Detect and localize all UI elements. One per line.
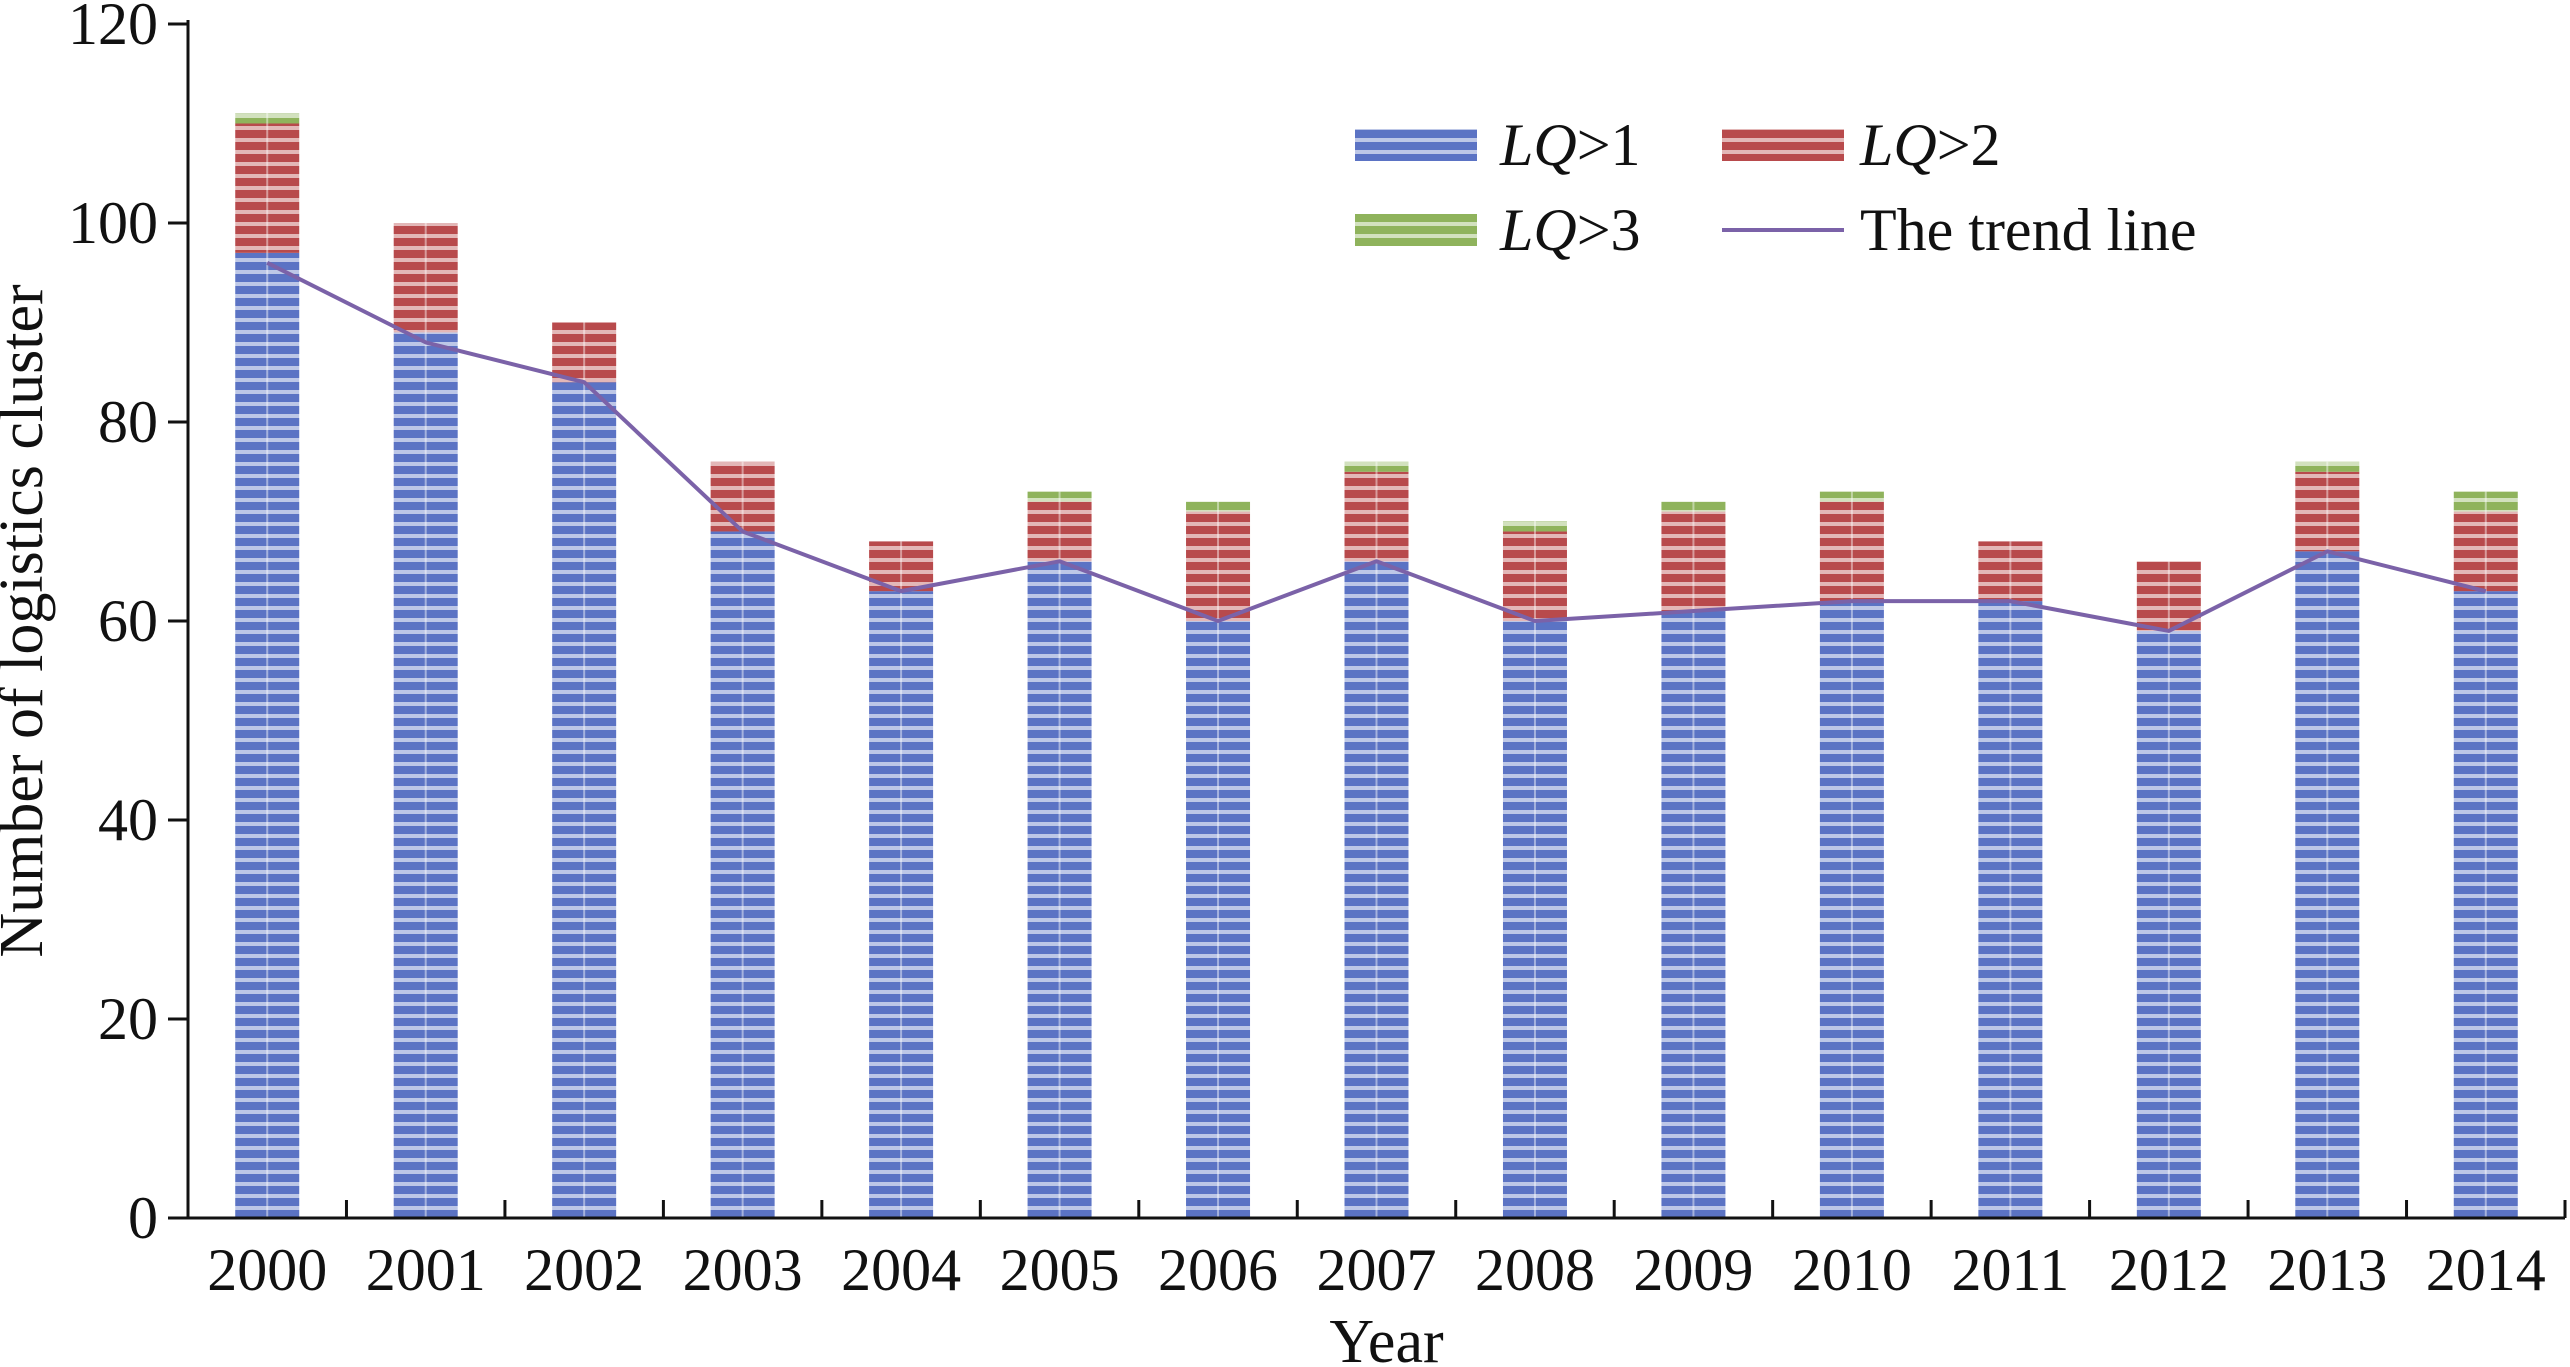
legend-label-series-2: LQ>2 — [1859, 112, 2001, 178]
bar-2014-series-3 — [2453, 491, 2518, 512]
trend-line — [266, 261, 2487, 633]
legend-label-series-3: LQ>3 — [1499, 197, 1641, 263]
bar-2011-series-2 — [1978, 541, 2043, 602]
x-tick-label-2008: 2008 — [1475, 1237, 1595, 1303]
y-tick-label-60: 60 — [98, 588, 158, 654]
x-tick-label-2010: 2010 — [1792, 1237, 1912, 1303]
trend-line-layer — [266, 261, 2487, 633]
x-tick-label-2006: 2006 — [1158, 1237, 1278, 1303]
bar-2006-series-3 — [1186, 501, 1251, 512]
legend-swatch-series-3 — [1355, 214, 1477, 246]
bar-2003-series-1 — [710, 531, 775, 1218]
bar-2013-series-2 — [2295, 471, 2360, 552]
x-tick-label-2002: 2002 — [524, 1237, 644, 1303]
x-tick-label-2000: 2000 — [207, 1237, 327, 1303]
y-tick-label-100: 100 — [68, 190, 158, 256]
legend: LQ>1 LQ>2 LQ>3 The trend line — [1355, 112, 2197, 263]
x-tick-label-2012: 2012 — [2109, 1237, 2229, 1303]
bar-2014-series-2 — [2453, 511, 2518, 592]
bar-2001-series-2 — [393, 223, 458, 333]
y-tick-label-120: 120 — [68, 0, 158, 57]
bar-2005-series-2 — [1027, 501, 1092, 562]
bar-2010-series-3 — [1819, 491, 1884, 502]
bar-2003-series-2 — [710, 461, 775, 532]
x-axis-title: Year — [1329, 1308, 1444, 1367]
bar-2000-series-2 — [235, 123, 300, 253]
x-tick-label-2004: 2004 — [841, 1237, 961, 1303]
bar-2008-series-2 — [1502, 531, 1567, 621]
bar-2009-series-2 — [1661, 511, 1726, 612]
y-tick-label-40: 40 — [98, 787, 158, 853]
bar-2007-series-2 — [1344, 471, 1409, 562]
bar-2011-series-1 — [1978, 601, 2043, 1218]
y-tick-label-80: 80 — [98, 389, 158, 455]
x-tick-label-2007: 2007 — [1317, 1237, 1437, 1303]
bar-2012-series-1 — [2136, 630, 2201, 1218]
legend-label-series-1: LQ>1 — [1499, 112, 1641, 178]
bar-2013-series-3 — [2295, 461, 2360, 472]
legend-swatch-series-1 — [1355, 129, 1477, 161]
x-tick-label-2001: 2001 — [366, 1237, 486, 1303]
axes-layer: 0 20 40 60 80 100 120 2000 2001 2002 2003 2004 2005 2… — [68, 0, 2567, 1303]
bar-2008-series-1 — [1502, 621, 1567, 1218]
bar-2009-series-1 — [1661, 611, 1726, 1218]
bar-2001-series-1 — [393, 332, 458, 1218]
bar-2007-series-1 — [1344, 561, 1409, 1218]
y-tick-label-0: 0 — [128, 1185, 158, 1251]
bar-2009-series-3 — [1661, 501, 1726, 512]
x-tick-label-2009: 2009 — [1633, 1237, 1753, 1303]
bar-2013-series-1 — [2295, 551, 2360, 1218]
bar-2006-series-1 — [1186, 621, 1251, 1218]
x-tick-label-2011: 2011 — [1951, 1237, 2069, 1303]
bar-2000-series-3 — [235, 113, 300, 124]
bar-2005-series-1 — [1027, 561, 1092, 1218]
bar-2010-series-1 — [1819, 601, 1884, 1218]
bar-2000-series-1 — [235, 252, 300, 1219]
x-tick-label-2003: 2003 — [683, 1237, 803, 1303]
y-tick-label-20: 20 — [98, 986, 158, 1052]
bar-2006-series-2 — [1186, 511, 1251, 621]
x-tick-label-2005: 2005 — [1000, 1237, 1120, 1303]
y-axis-title: Number of logistics cluster — [0, 284, 56, 958]
bar-2014-series-1 — [2453, 591, 2518, 1218]
bar-2005-series-3 — [1027, 491, 1092, 502]
x-tick-label-2013: 2013 — [2267, 1237, 2387, 1303]
bar-2007-series-3 — [1344, 461, 1409, 472]
bar-2010-series-2 — [1819, 501, 1884, 602]
bars-layer — [235, 113, 2518, 1219]
legend-label-trend-line: The trend line — [1860, 197, 2197, 263]
bar-2002-series-2 — [552, 322, 617, 383]
legend-swatch-series-2 — [1722, 129, 1844, 161]
bar-2008-series-3 — [1502, 521, 1567, 532]
bar-2002-series-1 — [552, 382, 617, 1218]
x-tick-label-2014: 2014 — [2426, 1237, 2546, 1303]
bar-2004-series-1 — [869, 591, 934, 1218]
